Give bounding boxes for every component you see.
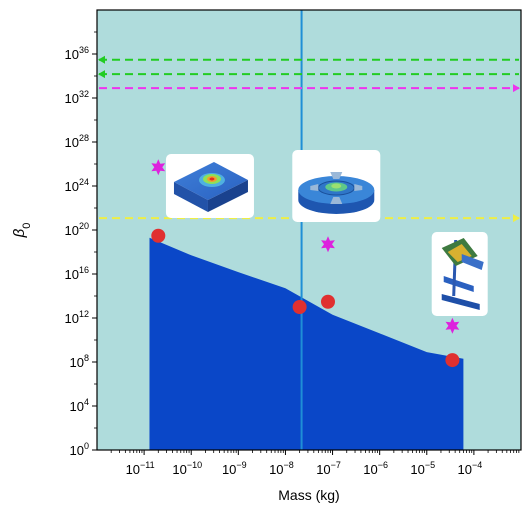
circular-disk-resonator-icon [292, 150, 381, 222]
x-tick-label: 10−10 [172, 460, 202, 477]
x-tick-label: 10−5 [410, 460, 435, 477]
arrow-head-icon [98, 55, 105, 64]
data-point-star [321, 236, 335, 253]
data-point-circle [151, 228, 166, 243]
x-axis-label: Mass (kg) [278, 487, 339, 503]
y-tick-label: 1036 [65, 45, 89, 62]
y-tick-label: 1032 [65, 89, 89, 106]
data-point-circle [320, 294, 335, 309]
y-axis-label: β0 [11, 223, 33, 239]
y-tick-label: 1024 [65, 177, 89, 194]
y-tick-label: 1016 [65, 265, 89, 282]
y-tick-label: 100 [70, 441, 89, 458]
x-tick-label: 10−8 [269, 460, 294, 477]
y-tick-label: 1020 [65, 221, 89, 238]
arrow-head-icon [513, 214, 520, 223]
x-tick-label: 10−7 [316, 460, 341, 477]
y-tick-label: 108 [70, 353, 89, 370]
x-tick-label: 10−11 [126, 460, 155, 477]
square-membrane-resonator-icon [165, 154, 254, 218]
arrow-head-icon [513, 84, 520, 93]
x-tick-label: 10−6 [363, 460, 388, 477]
data-point-star [151, 159, 166, 176]
x-tick-label: 10−9 [222, 460, 247, 477]
x-tick-label: 10−4 [458, 460, 483, 477]
y-tick-label: 1028 [65, 133, 89, 150]
data-point-circle [445, 353, 460, 368]
data-point-star [445, 317, 460, 334]
y-tick-label: 1012 [65, 309, 89, 326]
cantilever-oscillator-icon [431, 232, 488, 316]
data-point-circle [292, 300, 307, 314]
y-tick-label: 104 [70, 397, 89, 414]
filled-region [149, 237, 464, 450]
arrow-head-icon [98, 70, 105, 79]
